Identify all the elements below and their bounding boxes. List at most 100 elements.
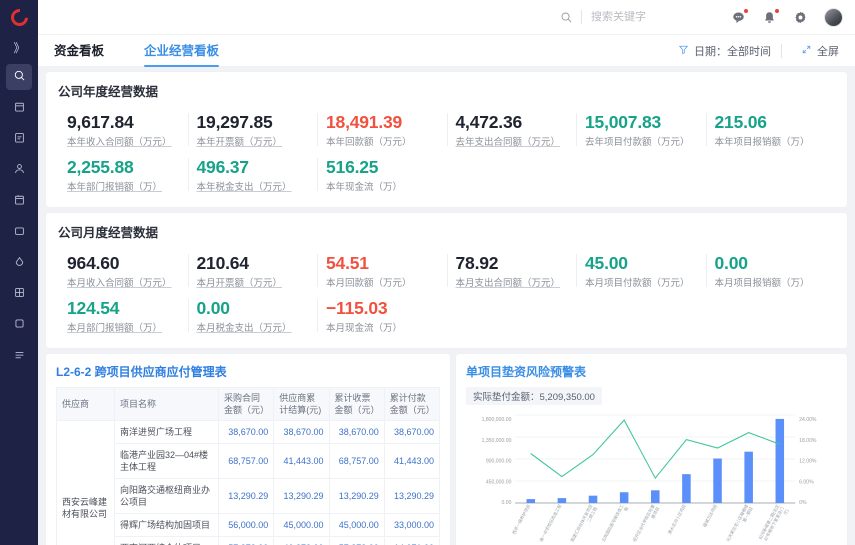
fullscreen-button[interactable]: 全屏 bbox=[801, 43, 839, 59]
table-cell-amount: 41,443.00 bbox=[273, 443, 330, 479]
table-cell-amount: 56,000.00 bbox=[217, 513, 275, 537]
tab-enterprise-board[interactable]: 企业经营看板 bbox=[144, 35, 220, 67]
bell-icon[interactable] bbox=[762, 8, 779, 25]
avatar[interactable] bbox=[824, 7, 843, 27]
sidebar-item-document[interactable] bbox=[6, 126, 32, 152]
kpi-item: 964.60 本月收入合同额（万元） bbox=[58, 248, 188, 293]
message-badge bbox=[744, 8, 748, 13]
topbar bbox=[38, 0, 855, 34]
tab-capital-board[interactable]: 资金看板 bbox=[54, 43, 105, 58]
table-row[interactable]: 西安云峰建材有限公司 南洋进贸广场工程 38,670.00 38,670.00 38,6… bbox=[56, 420, 441, 545]
chart-bar[interactable] bbox=[557, 498, 567, 503]
logo-c-icon bbox=[6, 4, 32, 30]
filter-icon bbox=[678, 44, 689, 58]
search-icon[interactable] bbox=[560, 11, 573, 24]
kpi-item: 15,007.83 去年项目付款额（万元） bbox=[576, 107, 706, 152]
kpi-label: 本年现金流（万） bbox=[326, 182, 403, 193]
chart-bar[interactable] bbox=[588, 495, 598, 503]
kpi-label: 本月支出合同额（万元） bbox=[455, 278, 561, 289]
table-column-header: 项目名称 bbox=[114, 387, 219, 421]
table-row[interactable]: 向阳路交通枢纽商业办公项目 13,290.29 13,290.29 13,290.29… bbox=[57, 478, 441, 514]
annual-card: 公司年度经营数据 9,617.84 本年收入合同额（万元） 19,297.85 本年开… bbox=[46, 72, 847, 207]
kpi-value: 516.25 bbox=[326, 157, 379, 177]
search-input[interactable] bbox=[591, 11, 709, 23]
sidebar-item-folder[interactable] bbox=[6, 219, 32, 245]
table-cell-amount: 13,290.29 bbox=[383, 478, 441, 514]
kpi-label: 本年收入合同额（万元） bbox=[67, 137, 172, 148]
x-axis-tick-label: 蕴城万达项目 bbox=[701, 503, 718, 528]
y-axis-tick-right: 12.00% bbox=[799, 459, 817, 465]
kpi-value: 78.92 bbox=[455, 253, 499, 273]
message-icon[interactable] bbox=[731, 8, 748, 25]
sidebar-item-settings-list[interactable] bbox=[6, 343, 32, 369]
sidebar-item-user[interactable] bbox=[6, 157, 32, 183]
kpi-item: 9,617.84 本年收入合同额（万元） bbox=[58, 107, 188, 152]
y-axis-tick-left: 1,350,000.00 bbox=[482, 438, 512, 444]
chart-line bbox=[530, 419, 781, 480]
table-row[interactable]: 西京河西综合体项目57,273.0040,273.0057,273.0014,0… bbox=[57, 536, 441, 545]
sidebar-nav bbox=[0, 64, 38, 374]
monthly-kpi-grid: 964.60 本月收入合同额（万元） 210.64 本月开票额（万元） 54.51 本月回… bbox=[58, 248, 835, 338]
table-cell-project: 得辉广场结构加固项目 bbox=[114, 513, 219, 537]
sidebar-collapse-icon[interactable]: 》 bbox=[13, 40, 25, 55]
sidebar-item-grid[interactable] bbox=[6, 281, 32, 307]
chart-bar[interactable] bbox=[682, 474, 691, 503]
kpi-value: 18,491.39 bbox=[326, 112, 403, 132]
monthly-card-title: 公司月度经营数据 bbox=[58, 226, 159, 240]
y-axis-tick-right: 0% bbox=[799, 500, 807, 506]
sidebar-item-bank[interactable] bbox=[6, 95, 32, 121]
table-cell-supplier: 西安云峰建材有限公司 bbox=[56, 420, 115, 545]
sidebar-item-drop[interactable] bbox=[6, 250, 32, 276]
kpi-item: 45.00 本月项目付款额（万元） bbox=[576, 248, 706, 293]
kpi-value: 45.00 bbox=[585, 253, 628, 273]
kpi-label: 本年项目报销额（万） bbox=[714, 137, 810, 148]
y-axis-tick-right: 24.00% bbox=[799, 417, 817, 423]
app-logo[interactable] bbox=[0, 0, 38, 34]
fullscreen-label: 全屏 bbox=[817, 45, 839, 58]
kpi-value: 4,472.36 bbox=[455, 112, 523, 132]
divider bbox=[781, 43, 782, 58]
chart-label-layer: 0.00 0% 450,000.00 6.00% 900,000.00 12.00% 1,3… bbox=[482, 417, 817, 543]
chart-bar[interactable] bbox=[775, 418, 785, 503]
table-column-header: 累计付款金额（元） bbox=[383, 387, 441, 421]
search-icon bbox=[13, 69, 26, 85]
table-row[interactable]: 得辉广场结构加固项目 56,000.00 45,000.00 45,000.00 33,… bbox=[57, 513, 441, 537]
window-icon bbox=[13, 317, 26, 333]
table-cell-amount: 40,273.00 bbox=[273, 536, 330, 545]
kpi-item: 78.92 本月支出合同额（万元） bbox=[446, 248, 577, 293]
risk-chart[interactable]: 0.00 0% 450,000.00 6.00% 900,000.00 12.00% 1,3… bbox=[466, 407, 837, 545]
kpi-value: 9,617.84 bbox=[67, 112, 134, 132]
kpi-item: 54.51 本月回款额（万元） bbox=[317, 248, 447, 293]
date-filter-button[interactable]: 日期：全部时间 bbox=[678, 43, 771, 59]
table-body: 西安云峰建材有限公司 南洋进贸广场工程 38,670.00 38,670.00 38,6… bbox=[56, 420, 441, 545]
chart-bar[interactable] bbox=[713, 458, 722, 503]
kpi-value: 210.64 bbox=[196, 253, 250, 273]
kpi-value: 19,297.85 bbox=[196, 112, 273, 132]
table-cell-project: 南洋进贸广场工程 bbox=[114, 420, 219, 444]
kpi-label: 本年开票额（万元） bbox=[196, 137, 283, 148]
chart-bar[interactable] bbox=[744, 451, 753, 503]
table-cell-project: 临港产业园32—04#楼主体工程 bbox=[114, 443, 219, 479]
chart-svg bbox=[515, 414, 796, 504]
sidebar-item-search[interactable] bbox=[6, 64, 32, 90]
sidebar-item-calendar[interactable] bbox=[6, 188, 32, 214]
chart-bar[interactable] bbox=[526, 499, 536, 503]
svg-text:建项目: 建项目 bbox=[649, 506, 660, 520]
search-box[interactable] bbox=[560, 10, 709, 24]
kpi-label: 本年税金支出（万元） bbox=[196, 182, 292, 193]
kpi-item: 4,472.36 去年支出合同额（万元） bbox=[446, 107, 577, 152]
table-cell-amount: 57,273.00 bbox=[328, 536, 385, 545]
table-row[interactable]: 临港产业园32—04#楼主体工程 68,757.00 41,443.00 68,757… bbox=[57, 443, 441, 479]
svg-text:云岚国际居宅楼改造工: 云岚国际居宅楼改造工 bbox=[600, 503, 625, 543]
chart-bar[interactable] bbox=[651, 490, 660, 503]
settings-list-icon bbox=[13, 348, 26, 364]
kpi-label: 去年项目付款额（万元） bbox=[585, 137, 690, 148]
supplier-table-panel: L2-6-2 跨项目供应商应付管理表 供应商 项目名称 采购合同金额（元） 供应商累计… bbox=[46, 354, 450, 545]
table-column-header: 采购合同金额（元） bbox=[217, 387, 275, 421]
gear-icon[interactable] bbox=[793, 10, 808, 25]
chart-bar[interactable] bbox=[619, 492, 629, 503]
sidebar-item-window[interactable] bbox=[6, 312, 32, 338]
